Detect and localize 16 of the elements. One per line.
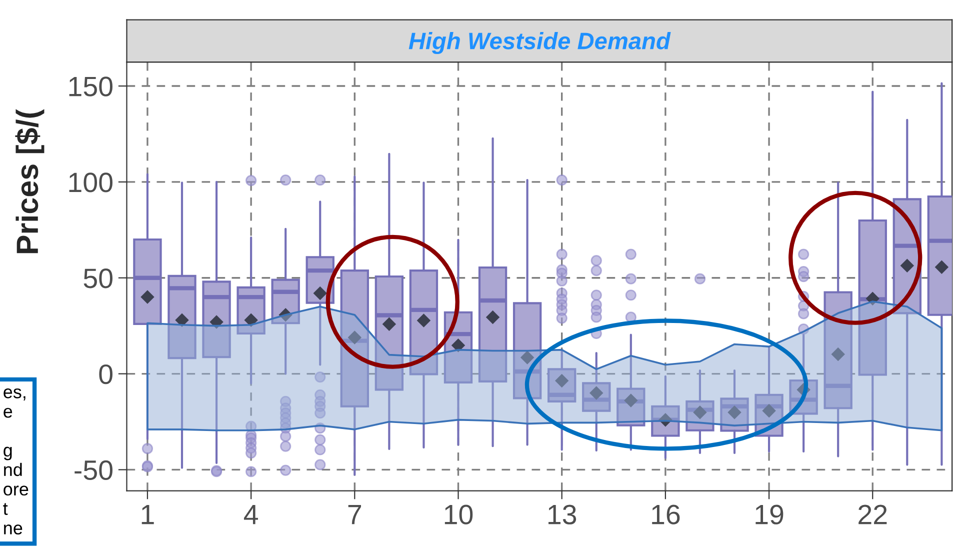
y-tick-label: 100	[69, 172, 112, 192]
x-tick-label: 19	[756, 504, 784, 524]
text: es, e g nd ore t ne	[3, 388, 28, 534]
x-tick-label: 13	[548, 504, 576, 524]
x-tick-label: 7	[348, 505, 361, 524]
y-tick-label: 150	[69, 76, 112, 96]
x-tick-label: 16	[652, 504, 680, 524]
x-tick-label: 4	[244, 505, 258, 524]
x-tick-label: 10	[444, 504, 473, 524]
chart-title: High Westside Demand	[408, 32, 671, 54]
y-tick-label: 0	[99, 364, 112, 384]
x-tick-label: 22	[858, 504, 887, 524]
y-axis-title: Prices [$/(	[15, 109, 44, 254]
x-tick-label: 1	[142, 505, 154, 524]
y-tick-label: 50	[84, 268, 112, 288]
y-tick-label: -50	[74, 460, 112, 480]
